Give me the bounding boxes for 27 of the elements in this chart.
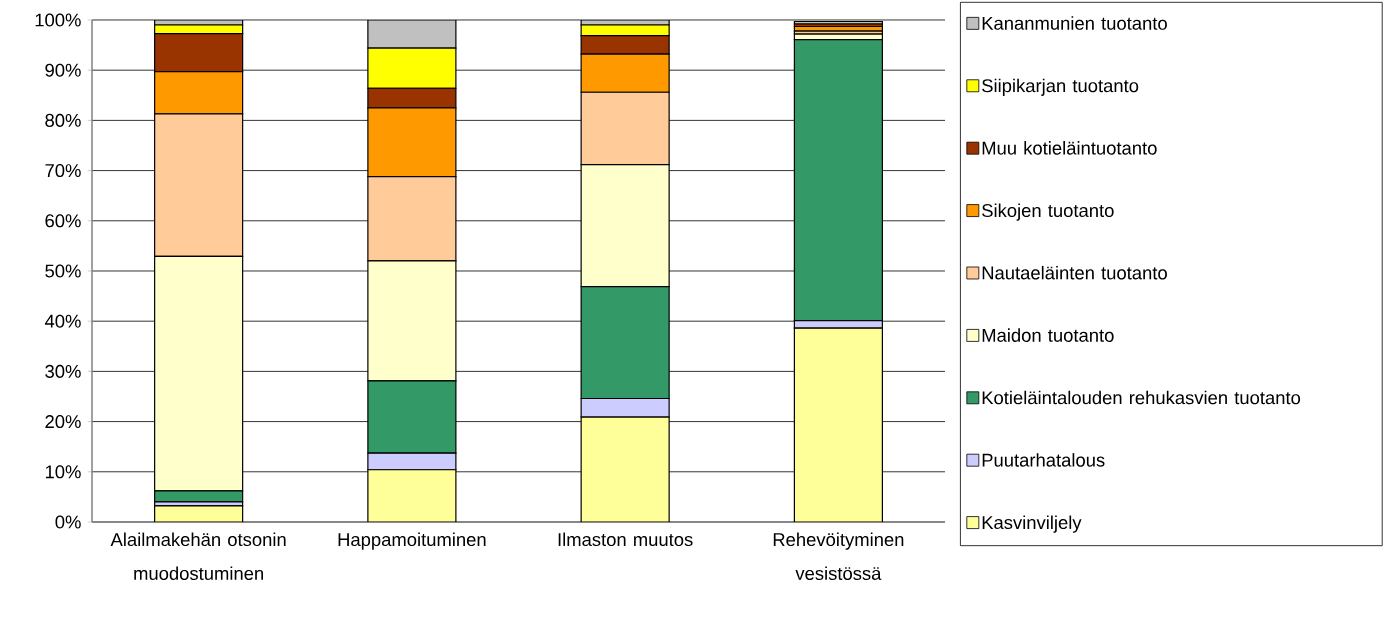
legend-label: Maidon tuotanto [982, 328, 1114, 342]
legend-label: Kotieläintalouden rehukasvien tuotanto [982, 390, 1301, 405]
x-tick-label: Alailmakehän otsonin muodostuminen [110, 532, 286, 580]
x-tick-label: Happamoituminen [338, 532, 486, 550]
y-tick-label: 80% [45, 113, 81, 127]
legend-label: Muu kotieläintuotanto [982, 141, 1157, 155]
y-tick-label: 100% [35, 13, 81, 27]
legend-label: Puutarhatalous [982, 453, 1105, 467]
y-tick-label: 90% [45, 63, 81, 77]
bar [793, 327, 883, 522]
y-tick-label: 50% [45, 264, 81, 278]
y-tick-label: 20% [45, 415, 81, 429]
y-tick-label: 0% [55, 515, 81, 529]
y-tick-label: 70% [45, 164, 81, 178]
legend-label: Kasvinviljely [982, 515, 1082, 533]
x-tick-label: Rehevöityminen vesistössä [773, 532, 904, 580]
y-tick-label: 30% [45, 364, 81, 378]
y-tick-label: 10% [45, 465, 81, 479]
bar [367, 469, 457, 522]
legend-label: Nautaeläinten tuotanto [982, 265, 1167, 280]
y-tick-label: 60% [45, 214, 81, 228]
legend-label: Kananmunien tuotanto [982, 16, 1167, 30]
x-tick-label: Ilmaston muutos [558, 532, 693, 547]
y-tick-label: 40% [44, 314, 81, 328]
legend-label: Siipikarjan tuotanto [982, 78, 1139, 96]
legend-label: Sikojen tuotanto [982, 203, 1114, 221]
bar [580, 416, 670, 522]
